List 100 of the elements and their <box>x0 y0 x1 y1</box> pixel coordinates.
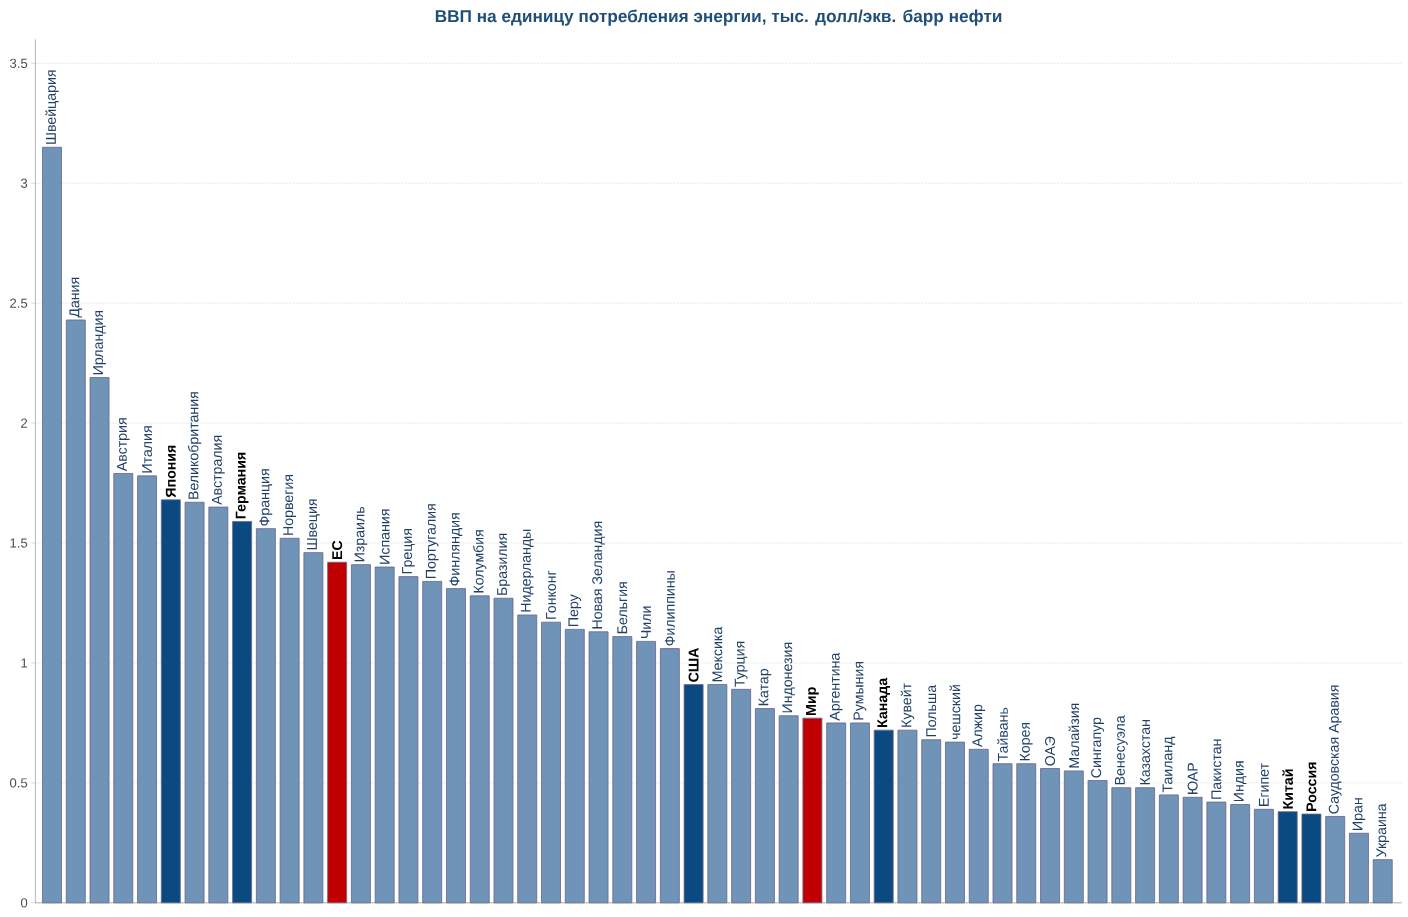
x-tick-label: США <box>688 648 699 682</box>
x-tick-label: Испания <box>379 509 390 564</box>
y-tick-label: 2 <box>21 418 28 428</box>
x-tick-label: Аргентина <box>829 652 843 721</box>
y-tick-label: 1.5 <box>10 538 28 548</box>
bar <box>1349 832 1369 904</box>
x-tick-label: Италия <box>142 426 152 473</box>
bar <box>897 729 918 904</box>
x-tick-label: Австрия <box>116 418 130 472</box>
bar <box>517 614 538 904</box>
y-tick-label: 1 <box>21 658 28 668</box>
x-tick-label: Перу <box>568 594 582 627</box>
x-tick-label: Бельгия <box>617 582 628 634</box>
bar <box>184 501 205 904</box>
bar <box>113 473 134 904</box>
bar <box>1301 813 1322 904</box>
bar <box>493 597 514 904</box>
y-tick-label: 3.5 <box>9 58 28 68</box>
x-tick-label: Великобритания <box>187 392 202 499</box>
bar <box>1372 859 1393 904</box>
bar <box>1253 808 1274 904</box>
bar <box>731 688 752 904</box>
x-tick-label: Норвегия <box>283 475 296 535</box>
x-tick-label: Мексика <box>712 626 723 682</box>
bar <box>754 708 775 904</box>
x-tick-label: Колумбия <box>473 530 487 593</box>
bar <box>1277 811 1298 904</box>
x-tick-label: Россия <box>1306 762 1317 811</box>
x-tick-label: Корея <box>1019 722 1033 761</box>
bar <box>778 715 799 904</box>
x-tick-label: Швеция <box>307 499 320 550</box>
bar <box>446 588 466 904</box>
bar <box>65 319 86 904</box>
x-tick-label: Бразилия <box>497 533 510 595</box>
x-tick-label: Швейцария <box>45 70 59 144</box>
x-tick-label: Япония <box>165 445 176 498</box>
x-tick-label: Пакистан <box>1211 739 1222 799</box>
bar <box>1016 763 1037 904</box>
x-tick-label: Тайвань <box>997 707 1008 762</box>
x-tick-label: Филиппины <box>664 571 675 646</box>
x-tick-label: Нидерланды <box>520 529 534 612</box>
x-tick-label: Саудовская Аравия <box>1328 685 1342 814</box>
y-tick-label: 3 <box>20 178 28 188</box>
x-tick-label: Чили <box>641 606 652 639</box>
bar <box>921 739 942 904</box>
bar <box>1182 796 1203 904</box>
bar <box>42 146 62 904</box>
x-tick-label: Украина <box>1376 803 1390 858</box>
x-tick-label: Германия <box>235 452 249 519</box>
bar <box>541 621 561 904</box>
x-tick-label: Израиль <box>354 507 368 562</box>
bar <box>374 566 395 904</box>
bar <box>469 595 490 904</box>
x-tick-label: Гонконг <box>546 570 556 619</box>
bar <box>422 581 443 904</box>
bar <box>327 561 348 904</box>
x-tick-label: Венесуэла <box>1114 715 1128 785</box>
x-tick-label: ЕС <box>332 540 343 560</box>
x-tick-label: Катар <box>758 669 772 706</box>
bar <box>945 741 965 904</box>
y-tick-label: 0 <box>20 898 28 908</box>
bar <box>398 576 419 904</box>
x-tick-label: ОАЭ <box>1045 736 1056 766</box>
bar <box>1135 787 1156 904</box>
x-tick-label: Финляндия <box>449 513 463 586</box>
bar <box>1111 787 1132 904</box>
bar <box>160 499 181 904</box>
bar <box>1158 794 1179 904</box>
x-tick-label: Иран <box>1352 798 1366 830</box>
x-tick-label: Сингапур <box>1091 717 1104 778</box>
x-tick-label: Египет <box>1258 763 1269 806</box>
x-tick-label: Турция <box>734 641 748 687</box>
x-tick-label: Таиланд <box>1162 736 1176 793</box>
bar <box>1040 768 1060 904</box>
bar <box>588 631 609 904</box>
bar <box>351 564 371 904</box>
bar <box>1206 801 1227 904</box>
x-tick-label: Ирландия <box>93 310 106 375</box>
bar <box>1063 770 1084 904</box>
bar <box>255 528 276 904</box>
x-tick-label: Малайзия <box>1068 703 1080 768</box>
bar <box>208 506 229 904</box>
x-tick-label: Португалия <box>425 504 439 579</box>
y-tick-label: 2.5 <box>10 298 28 308</box>
bar <box>303 552 324 904</box>
bar <box>683 684 704 904</box>
bar <box>826 722 847 904</box>
bar <box>612 636 633 904</box>
bar <box>636 641 656 904</box>
bar <box>279 537 300 904</box>
x-tick-label: Польша <box>926 684 937 737</box>
bar <box>232 521 253 904</box>
bar <box>659 648 680 904</box>
bar <box>1230 804 1251 904</box>
x-tick-label: Франция <box>259 469 273 526</box>
bar <box>802 717 823 904</box>
x-tick-label: Канада <box>877 677 890 727</box>
x-tick-label: Индонезия <box>782 642 795 713</box>
bar <box>968 748 989 904</box>
bar <box>1087 780 1108 904</box>
